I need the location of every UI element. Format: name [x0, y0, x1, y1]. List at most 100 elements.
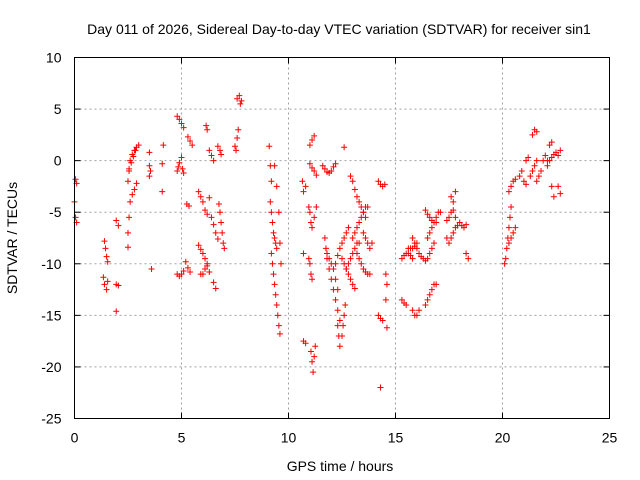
data-point — [311, 214, 318, 221]
data-point — [364, 204, 371, 211]
data-point — [426, 214, 433, 221]
data-point — [446, 240, 452, 247]
data-point — [182, 258, 189, 265]
data-point — [555, 183, 562, 190]
data-point — [237, 100, 244, 107]
x-tick-label: 10 — [281, 430, 297, 446]
data-point — [189, 142, 196, 149]
data-point — [309, 276, 316, 283]
y-tick-labels: -25 -20 -15 -10 -5 0 5 10 — [41, 50, 61, 427]
x-tick-label: 0 — [71, 430, 79, 446]
data-point — [356, 219, 363, 226]
data-point — [217, 209, 224, 216]
data-point — [214, 236, 221, 243]
data-point — [130, 153, 137, 160]
data-point — [510, 229, 517, 236]
data-point — [219, 229, 226, 236]
data-point — [557, 147, 564, 154]
data-point — [341, 144, 348, 151]
data-point — [465, 255, 472, 262]
data-point — [113, 308, 120, 315]
data-point — [345, 271, 352, 278]
data-point — [199, 271, 206, 278]
data-point — [146, 149, 153, 156]
data-point — [512, 176, 519, 183]
data-point — [529, 167, 536, 174]
data-point — [311, 132, 318, 139]
data-point — [321, 235, 328, 241]
data-point — [269, 219, 276, 226]
data-point — [299, 178, 306, 185]
data-point — [525, 154, 532, 161]
data-point — [127, 198, 134, 205]
data-point — [424, 235, 431, 241]
data-point — [212, 229, 219, 236]
data-point — [375, 312, 382, 319]
x-tick-label: 15 — [388, 430, 404, 446]
data-point — [234, 95, 241, 102]
data-point — [523, 181, 530, 188]
data-point — [349, 178, 356, 185]
data-point — [218, 219, 225, 226]
data-point — [424, 255, 431, 262]
data-point — [413, 312, 420, 319]
data-point — [375, 178, 382, 185]
data-point — [426, 250, 433, 257]
data-point — [356, 255, 363, 262]
data-point — [115, 222, 122, 229]
data-point — [102, 245, 109, 252]
x-tick-label: 5 — [178, 430, 186, 446]
data-point — [340, 322, 347, 329]
chart-title: Day 011 of 2026, Sidereal Day-to-day VTE… — [87, 21, 591, 37]
data-point — [431, 240, 438, 247]
data-point — [125, 229, 131, 236]
data-point — [518, 167, 525, 174]
data-point — [271, 235, 278, 241]
x-tick-label: 20 — [495, 430, 511, 446]
data-point — [450, 207, 457, 214]
data-point — [463, 250, 470, 257]
data-point — [330, 265, 337, 272]
data-point — [305, 255, 312, 262]
data-point — [557, 190, 564, 197]
data-point — [178, 120, 185, 127]
y-tick-label: -20 — [41, 359, 61, 375]
y-tick-label: 0 — [54, 153, 62, 169]
data-point — [452, 188, 459, 195]
data-point — [312, 343, 319, 350]
data-point — [407, 252, 414, 259]
data-point — [176, 116, 183, 123]
y-tick-label: -5 — [49, 204, 62, 220]
data-point — [195, 188, 202, 195]
data-point — [360, 229, 367, 236]
data-point — [428, 286, 435, 293]
data-point — [100, 274, 107, 281]
data-point — [270, 271, 277, 278]
data-point — [273, 302, 280, 309]
data-point — [339, 240, 345, 247]
data-point — [269, 260, 276, 267]
data-point — [353, 250, 360, 257]
data-point — [456, 219, 463, 226]
data-point — [426, 229, 433, 236]
data-point — [531, 162, 538, 169]
data-point — [446, 214, 452, 221]
data-point — [334, 322, 341, 329]
data-point — [129, 191, 136, 198]
data-point — [443, 217, 450, 224]
data-point — [307, 219, 314, 226]
data-point — [345, 224, 352, 231]
data-point — [184, 133, 191, 140]
data-point — [311, 167, 318, 174]
data-point — [516, 173, 523, 180]
data-point — [351, 285, 358, 292]
data-point — [215, 200, 222, 207]
data-point — [428, 245, 435, 252]
data-point — [533, 128, 540, 135]
data-point — [238, 97, 245, 104]
data-point — [208, 214, 215, 221]
data-point — [310, 369, 317, 376]
data-point — [505, 240, 512, 247]
data-point — [501, 260, 508, 267]
data-point — [126, 214, 133, 221]
